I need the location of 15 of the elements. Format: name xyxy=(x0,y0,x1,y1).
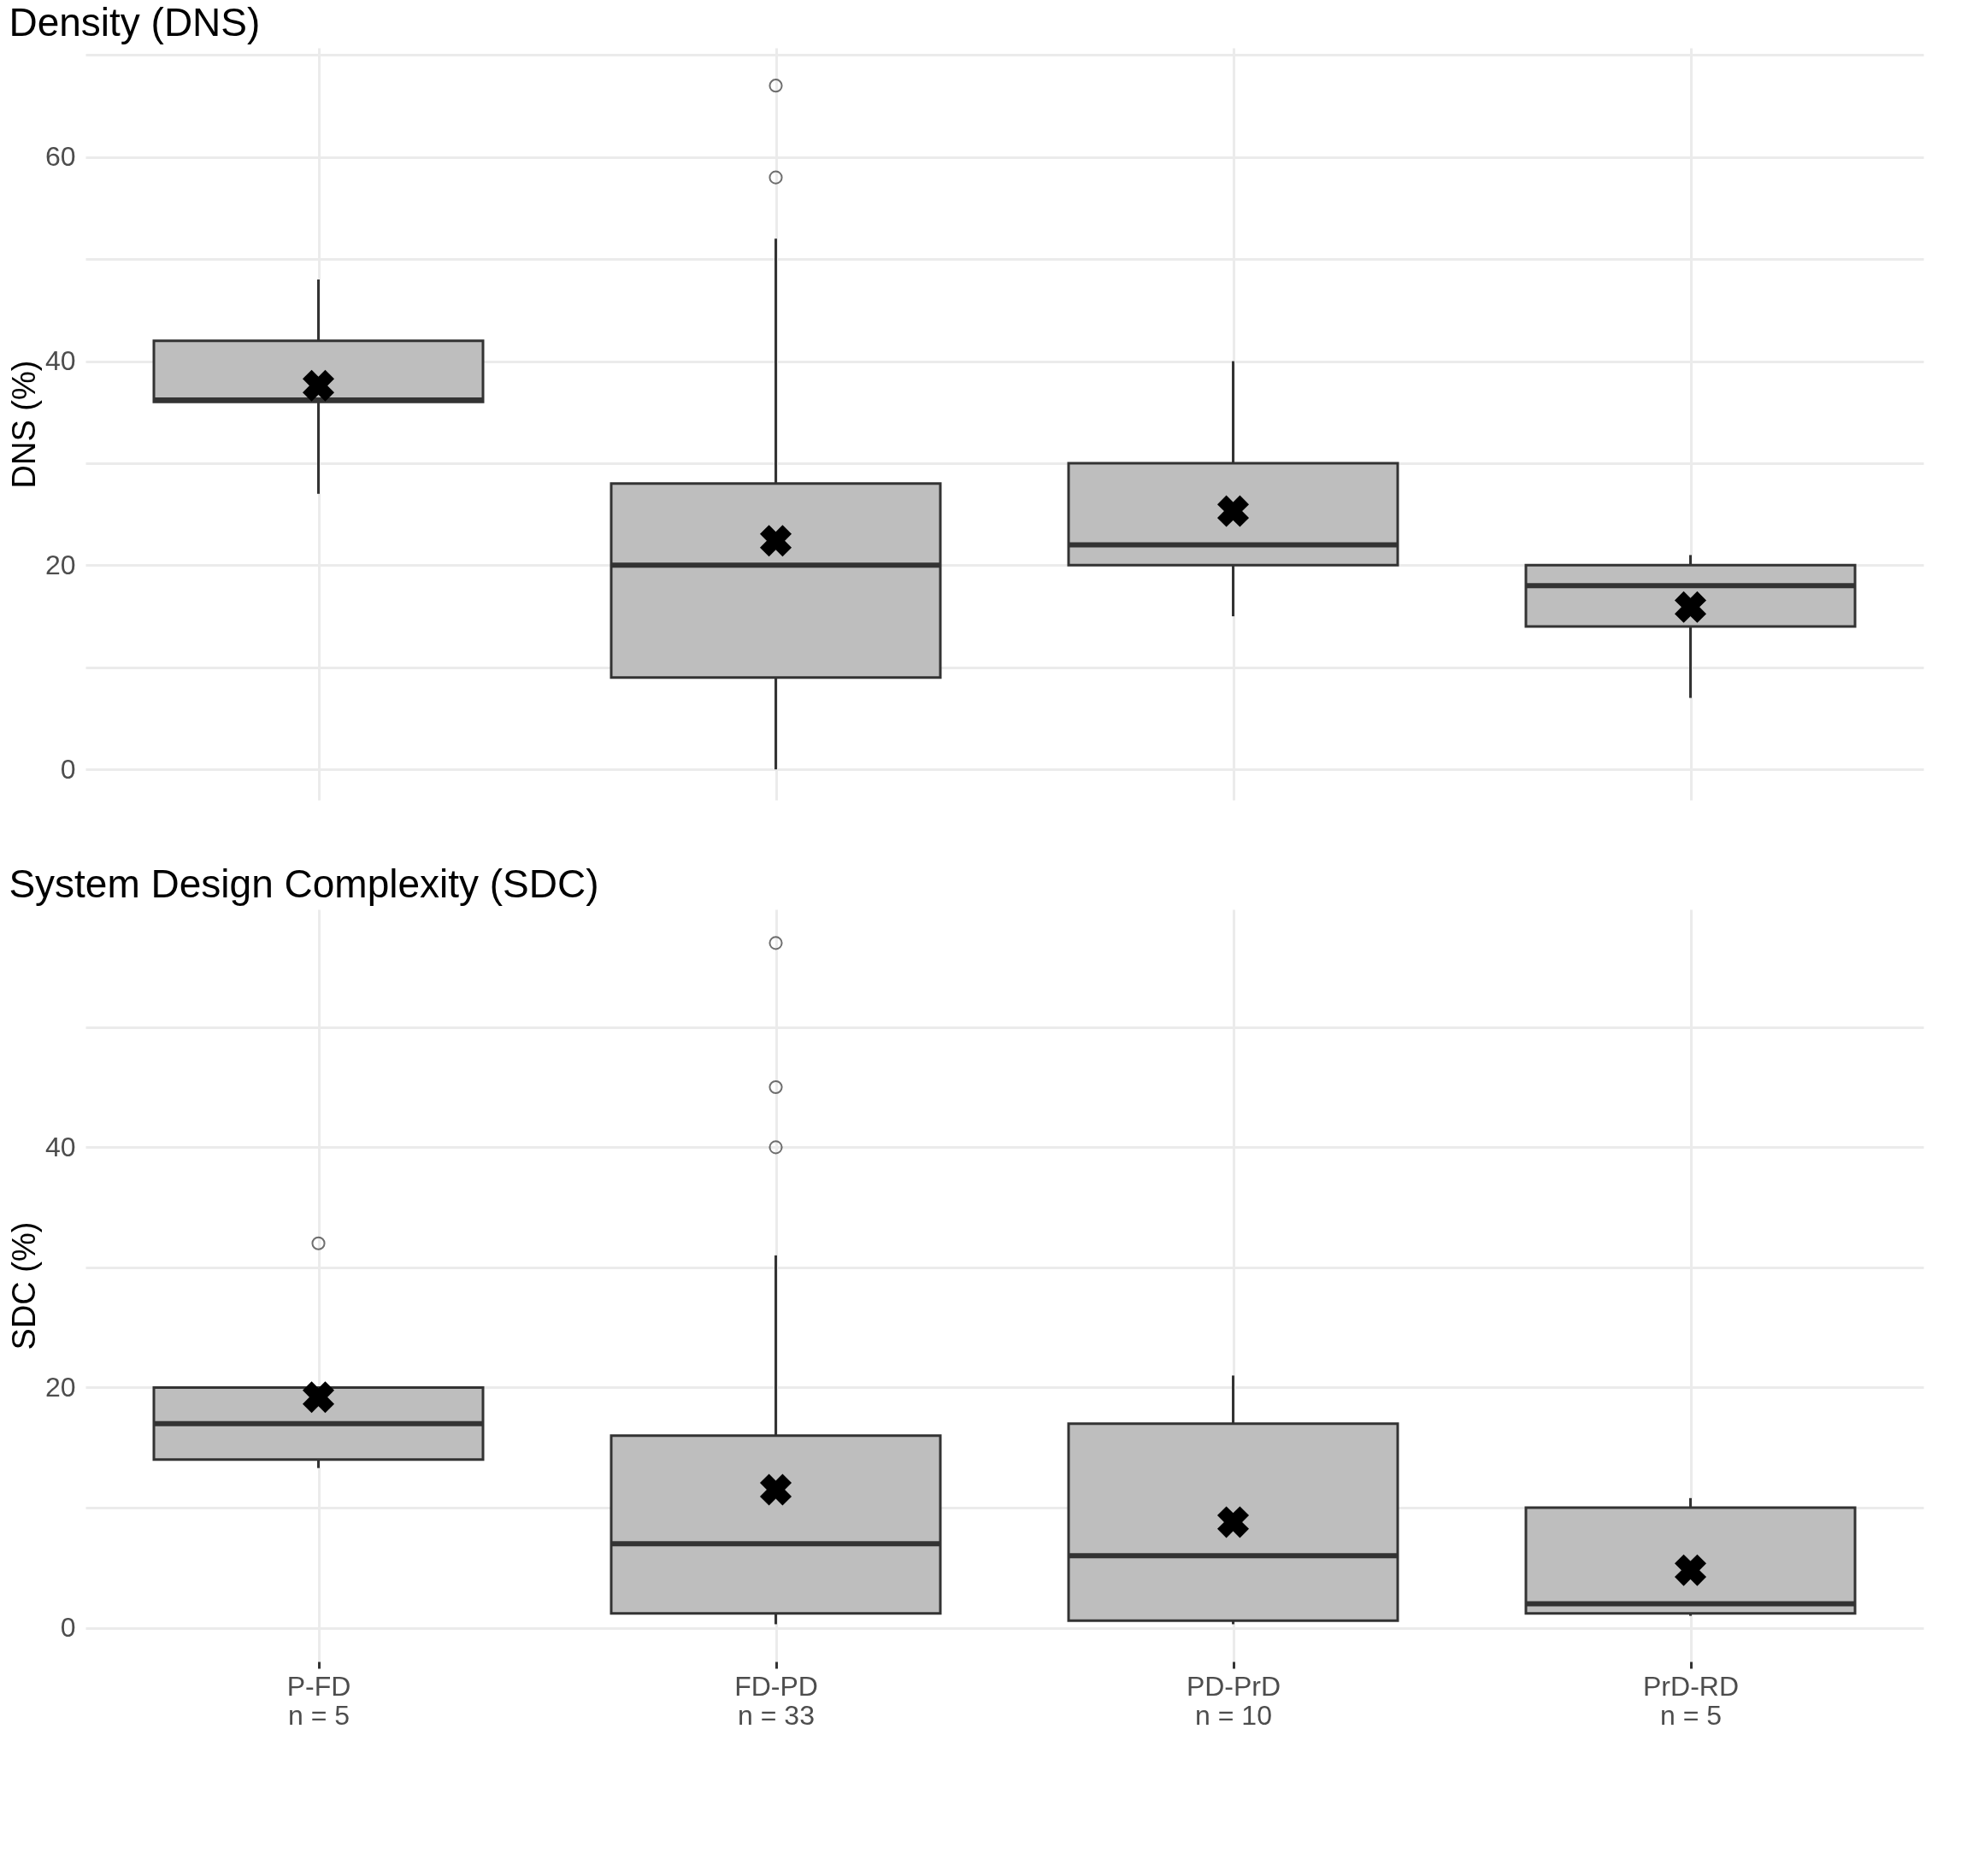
y-tick-label: 0 xyxy=(60,1612,76,1644)
y-axis-title: DNS (%) xyxy=(5,360,42,489)
x-tick-label: PD-PrD n = 10 xyxy=(1186,1670,1281,1731)
y-tick-label: 60 xyxy=(44,141,76,173)
y-tick-label: 40 xyxy=(44,1131,76,1162)
y-tick-label: 20 xyxy=(44,1371,76,1403)
x-tick-label: FD-PD n = 33 xyxy=(734,1670,818,1731)
y-axis-title: SDC (%) xyxy=(5,1221,42,1350)
x-tick-label: P-FD n = 5 xyxy=(286,1670,351,1731)
chart-title: System Design Complexity (SDC) xyxy=(9,862,599,906)
x-tick-label: PrD-RD n = 5 xyxy=(1643,1670,1739,1731)
y-tick-label: 0 xyxy=(60,753,76,785)
chart-title: Density (DNS) xyxy=(9,0,261,44)
y-tick-label: 20 xyxy=(44,549,76,580)
y-tick-label: 40 xyxy=(44,345,76,377)
